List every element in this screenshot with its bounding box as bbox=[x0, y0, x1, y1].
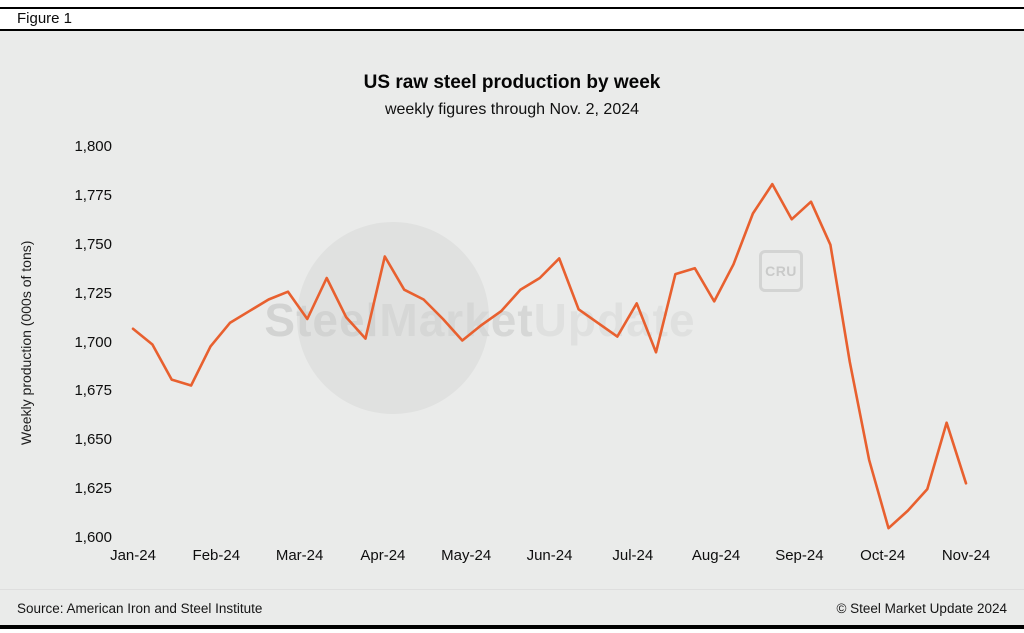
watermark-word-steel: Steel bbox=[264, 294, 380, 346]
footer-divider-line bbox=[0, 589, 1024, 590]
source-note: Source: American Iron and Steel Institut… bbox=[17, 601, 263, 616]
x-tick-label: Aug-24 bbox=[691, 547, 741, 564]
y-tick-label: 1,625 bbox=[74, 480, 112, 498]
footer: Source: American Iron and Steel Institut… bbox=[0, 601, 1024, 616]
cru-watermark-badge: CRU bbox=[759, 250, 803, 292]
y-tick-label: 1,750 bbox=[74, 235, 112, 253]
figure-label: Figure 1 bbox=[17, 10, 73, 27]
y-tick-label: 1,700 bbox=[74, 333, 112, 351]
x-tick-label: Jun-24 bbox=[526, 547, 573, 564]
x-tick-label: Jul-24 bbox=[612, 547, 654, 564]
copyright-note: © Steel Market Update 2024 bbox=[836, 601, 1007, 616]
x-tick-label: Feb-24 bbox=[192, 547, 241, 564]
bottom-border-line bbox=[0, 625, 1024, 629]
y-tick-label: 1,800 bbox=[74, 138, 112, 155]
y-tick-label: 1,675 bbox=[74, 382, 112, 400]
x-tick-label: Nov-24 bbox=[941, 547, 991, 564]
watermark-circle bbox=[297, 222, 489, 414]
x-tick-label: Apr-24 bbox=[360, 547, 406, 564]
y-tick-label: 1,600 bbox=[74, 529, 112, 546]
y-tick-label: 1,650 bbox=[74, 431, 112, 449]
x-tick-label: Jan-24 bbox=[110, 547, 156, 564]
y-tick-label: 1,725 bbox=[74, 284, 112, 302]
chart-subtitle: weekly figures through Nov. 2, 2024 bbox=[384, 101, 640, 118]
chart-panel bbox=[0, 31, 1024, 625]
watermark-text: SteelMarketUpdate bbox=[264, 296, 695, 344]
chart-title: US raw steel production by week bbox=[363, 72, 661, 93]
y-tick-label: 1,775 bbox=[74, 186, 112, 204]
x-tick-label: Mar-24 bbox=[275, 547, 324, 564]
x-tick-label: Oct-24 bbox=[860, 547, 906, 564]
production-line bbox=[131, 182, 968, 530]
top-border-line bbox=[0, 7, 1024, 9]
x-tick-label: May-24 bbox=[441, 547, 492, 564]
x-tick-label: Sep-24 bbox=[775, 547, 824, 564]
header-divider-line bbox=[0, 29, 1024, 31]
